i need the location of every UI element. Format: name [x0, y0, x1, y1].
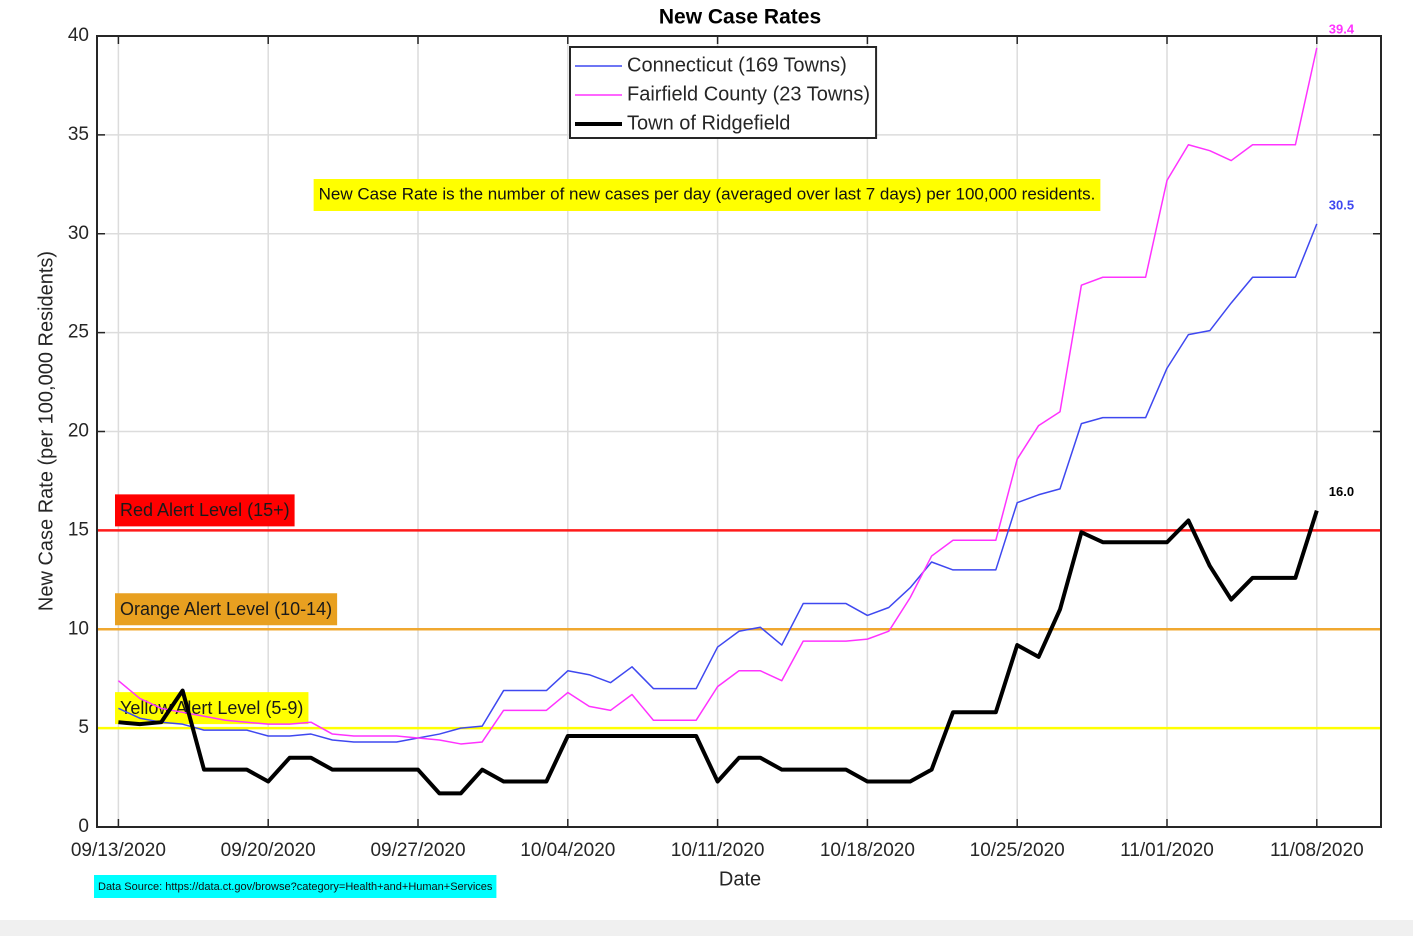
y-tick-label: 0 — [78, 816, 89, 837]
y-tick-label: 15 — [68, 519, 89, 540]
y-tick-label: 20 — [68, 421, 89, 442]
alert-label: Red Alert Level (15+) — [120, 500, 290, 520]
y-tick-label: 25 — [68, 322, 89, 343]
alert-label: Orange Alert Level (10-14) — [120, 599, 332, 619]
x-tick-label: 09/27/2020 — [370, 840, 465, 861]
x-tick-label: 10/11/2020 — [671, 840, 765, 861]
axes-box — [96, 35, 1382, 828]
annotation: New Case Rate is the number of new cases… — [319, 184, 1096, 203]
annotation-box — [313, 179, 1101, 211]
legend-label: Fairfield County (23 Towns) — [627, 83, 870, 105]
end-value-label: 16.0 — [1329, 484, 1354, 499]
y-tick-label: 10 — [68, 618, 89, 639]
frame-edge — [0, 920, 1413, 936]
source-box — [94, 875, 497, 898]
x-tick-label: 09/13/2020 — [71, 840, 166, 861]
x-tick-label: 10/18/2020 — [820, 840, 915, 861]
y-tick-label: 40 — [68, 25, 89, 46]
y-tick-label: 5 — [78, 717, 89, 738]
series-line — [118, 223, 1318, 743]
x-tick-label: 10/04/2020 — [520, 840, 615, 861]
x-axis-label: Date — [719, 868, 761, 890]
legend-box — [569, 46, 878, 139]
alert-label-box — [115, 593, 338, 626]
y-tick-label: 35 — [68, 124, 89, 145]
y-axis-label: New Case Rate (per 100,000 Residents) — [35, 251, 57, 611]
end-value-label: 39.4 — [1329, 21, 1355, 36]
series-line — [117, 47, 1318, 745]
legend-label: Connecticut (169 Towns) — [627, 54, 847, 76]
legend-label: Town of Ridgefield — [627, 112, 790, 134]
x-tick-label: 10/25/2020 — [970, 840, 1065, 861]
alert-label-box — [115, 494, 295, 527]
series-line — [118, 509, 1319, 796]
x-tick-label: 11/01/2020 — [1120, 840, 1214, 861]
chart-title: New Case Rates — [659, 6, 821, 29]
end-value-label: 30.5 — [1329, 197, 1354, 212]
legend: Connecticut (169 Towns) Fairfield County … — [569, 46, 878, 139]
source: Data Source: https://data.ct.gov/browse?… — [98, 881, 493, 893]
alert-label: Yellow Alert Level (5-9) — [120, 698, 303, 718]
alert-label-box — [115, 692, 309, 725]
y-tick-label: 30 — [68, 223, 89, 244]
x-tick-label: 11/08/2020 — [1270, 840, 1364, 861]
x-tick-label: 09/20/2020 — [221, 840, 316, 861]
